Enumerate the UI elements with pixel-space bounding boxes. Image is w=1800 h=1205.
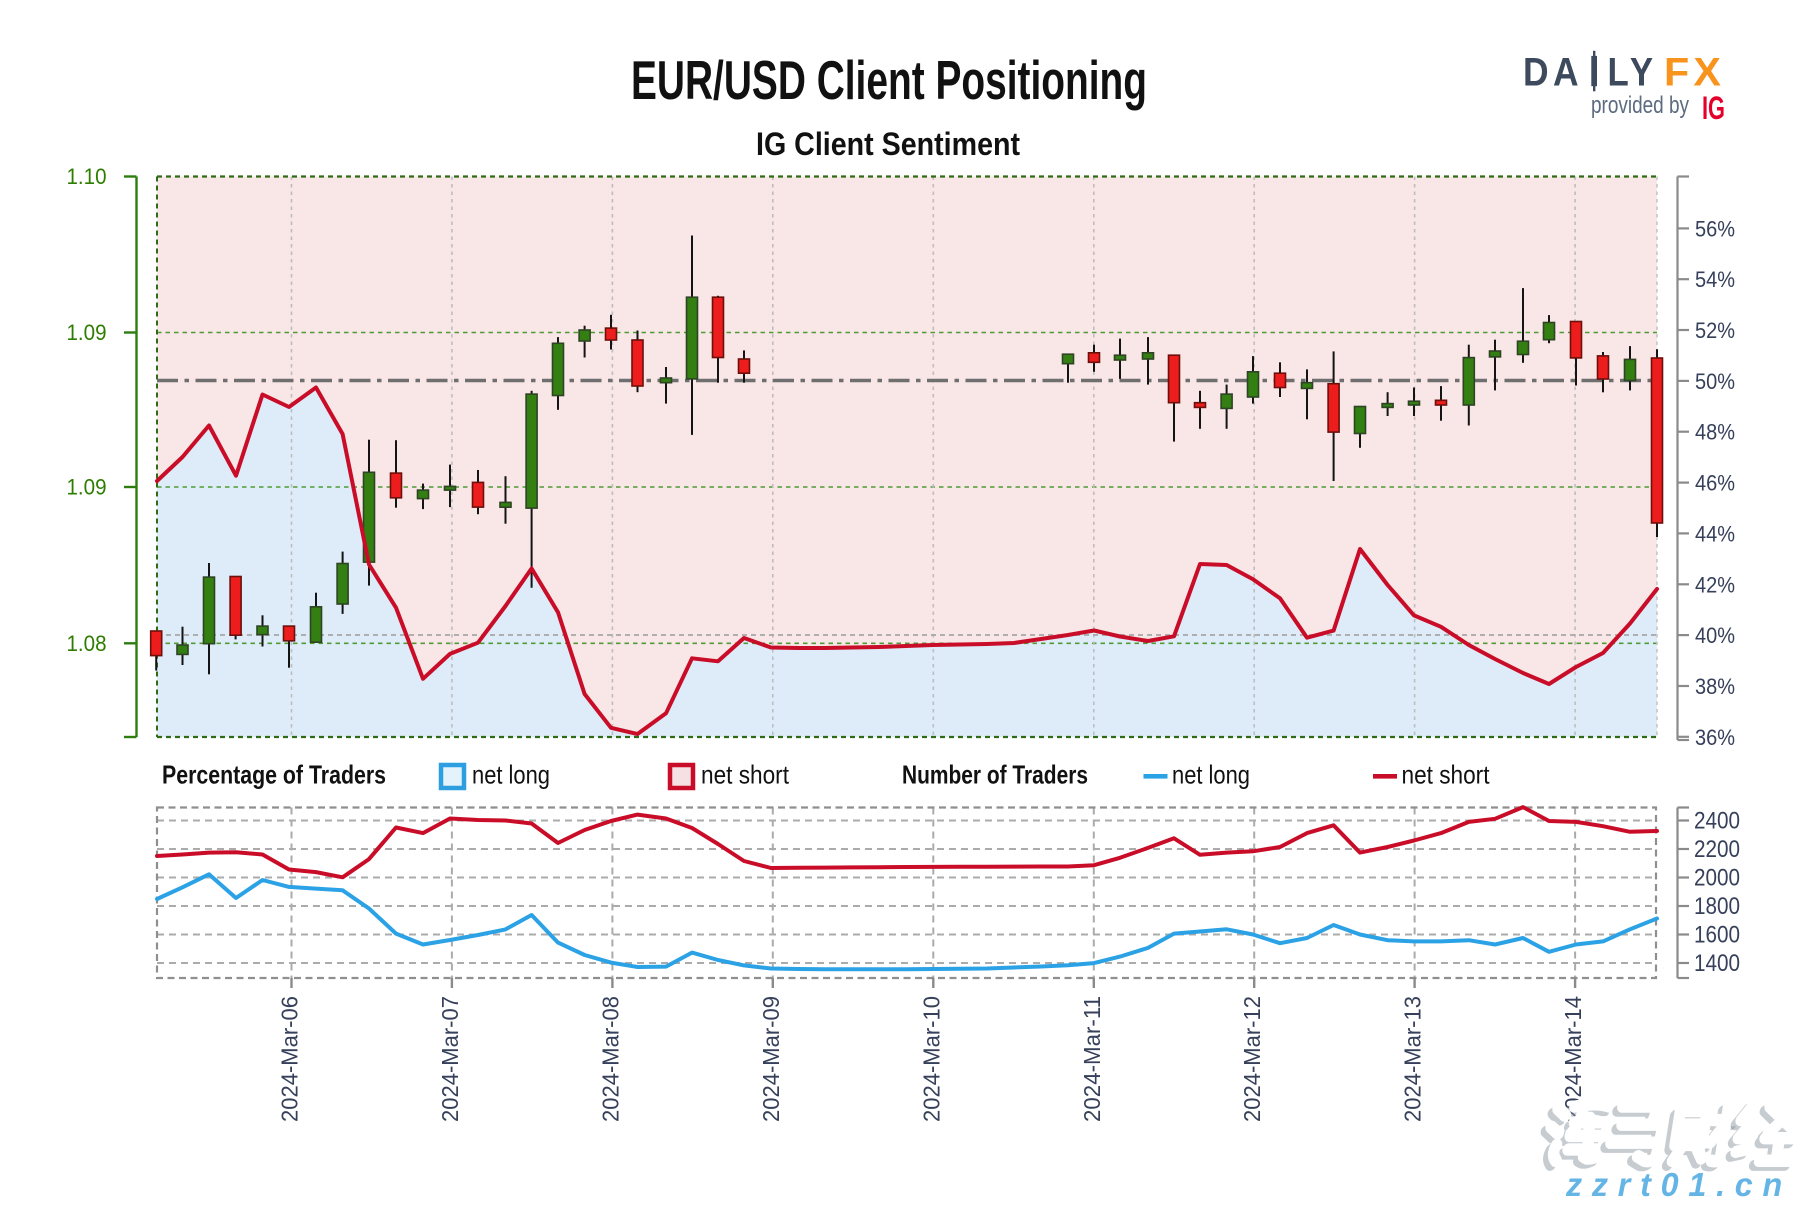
svg-text:56%: 56%: [1695, 216, 1735, 241]
svg-text:42%: 42%: [1695, 572, 1735, 597]
svg-text:2024-Mar-06: 2024-Mar-06: [277, 996, 303, 1122]
svg-text:1.10: 1.10: [67, 164, 107, 189]
svg-text:net short: net short: [1402, 760, 1491, 790]
svg-text:net long: net long: [472, 760, 550, 790]
svg-text:1.09: 1.09: [67, 475, 107, 500]
svg-text:1.08: 1.08: [67, 631, 107, 656]
svg-text:44%: 44%: [1695, 521, 1735, 546]
svg-text:2200: 2200: [1694, 836, 1740, 863]
svg-text:2000: 2000: [1694, 865, 1740, 892]
svg-text:38%: 38%: [1695, 674, 1735, 699]
svg-text:DA: DA: [1523, 51, 1583, 95]
svg-text:Percentage of Traders: Percentage of Traders: [162, 760, 386, 790]
svg-text:net short: net short: [701, 760, 790, 790]
svg-text:46%: 46%: [1695, 471, 1735, 496]
svg-text:1400: 1400: [1694, 950, 1740, 977]
svg-text:Number of Traders: Number of Traders: [902, 760, 1088, 790]
svg-text:IG: IG: [1702, 90, 1725, 126]
svg-text:2024-Mar-11: 2024-Mar-11: [1079, 996, 1105, 1122]
svg-text:EUR/USD Client Positioning: EUR/USD Client Positioning: [631, 49, 1147, 111]
svg-text:provided by: provided by: [1591, 92, 1689, 119]
svg-text:40%: 40%: [1695, 623, 1735, 648]
svg-text:50%: 50%: [1695, 369, 1735, 394]
svg-text:net long: net long: [1172, 760, 1250, 790]
svg-text:52%: 52%: [1695, 318, 1735, 343]
svg-text:LY: LY: [1608, 51, 1658, 95]
svg-text:54%: 54%: [1695, 267, 1735, 292]
svg-text:48%: 48%: [1695, 420, 1735, 445]
svg-text:36%: 36%: [1695, 725, 1735, 750]
svg-text:1.09: 1.09: [67, 320, 107, 345]
svg-text:IG Client Sentiment: IG Client Sentiment: [756, 126, 1020, 162]
svg-text:2024-Mar-12: 2024-Mar-12: [1239, 996, 1265, 1122]
svg-text:2024-Mar-07: 2024-Mar-07: [437, 996, 463, 1122]
svg-text:2400: 2400: [1694, 808, 1740, 835]
svg-text:1800: 1800: [1694, 893, 1740, 920]
svg-text:1600: 1600: [1694, 922, 1740, 949]
svg-text:2024-Mar-08: 2024-Mar-08: [597, 996, 623, 1122]
svg-text:2024-Mar-13: 2024-Mar-13: [1400, 996, 1426, 1122]
svg-text:zzrt01.cn: zzrt01.cn: [1565, 1166, 1792, 1200]
svg-text:2024-Mar-09: 2024-Mar-09: [758, 996, 784, 1122]
svg-text:FX: FX: [1664, 51, 1725, 95]
svg-text:2024-Mar-10: 2024-Mar-10: [918, 996, 944, 1122]
